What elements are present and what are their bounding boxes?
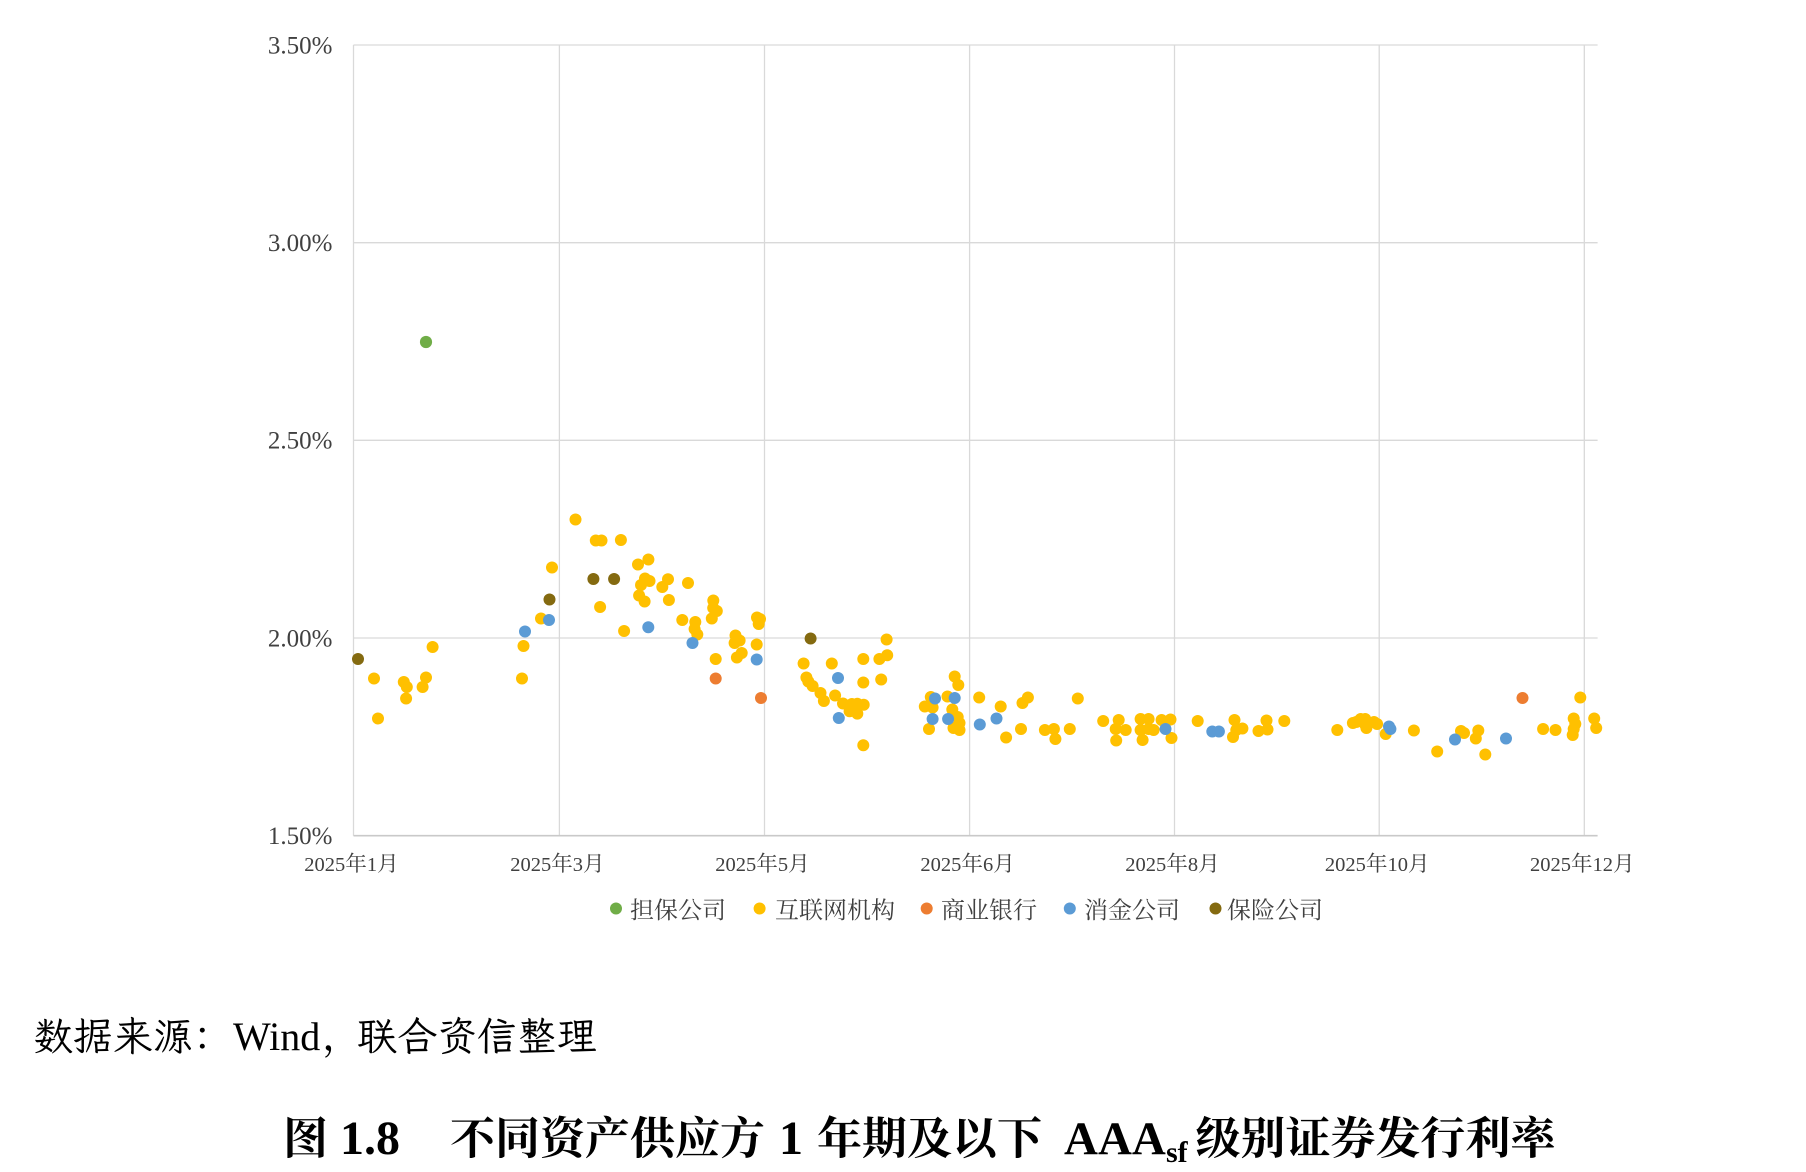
svg-text:2.50%: 2.50%: [268, 428, 333, 455]
svg-text:6: 6: [983, 854, 993, 876]
svg-text:2025: 2025: [920, 854, 961, 876]
svg-text:12: 12: [1593, 854, 1614, 876]
svg-text:sf: sf: [1166, 1136, 1189, 1169]
svg-text:3: 3: [573, 854, 583, 876]
svg-text:2025: 2025: [304, 854, 345, 876]
svg-text:Wind: Wind: [233, 1014, 320, 1059]
svg-text:2025: 2025: [715, 854, 756, 876]
svg-text:5: 5: [778, 854, 788, 876]
svg-text:1.50%: 1.50%: [268, 823, 333, 850]
svg-text:AAA: AAA: [1064, 1113, 1166, 1165]
svg-text:1: 1: [367, 854, 377, 876]
svg-text:3.50%: 3.50%: [268, 32, 333, 59]
svg-text:2025: 2025: [1125, 854, 1166, 876]
svg-text:2.00%: 2.00%: [268, 625, 333, 652]
svg-text:10: 10: [1388, 854, 1409, 876]
svg-text:2025: 2025: [1325, 854, 1366, 876]
svg-text:1: 1: [779, 1112, 803, 1165]
svg-text:1.8: 1.8: [340, 1112, 400, 1165]
svg-text:8: 8: [1188, 854, 1198, 876]
svg-text:2025: 2025: [510, 854, 551, 876]
svg-text:2025: 2025: [1530, 854, 1571, 876]
svg-text:3.00%: 3.00%: [268, 230, 333, 257]
